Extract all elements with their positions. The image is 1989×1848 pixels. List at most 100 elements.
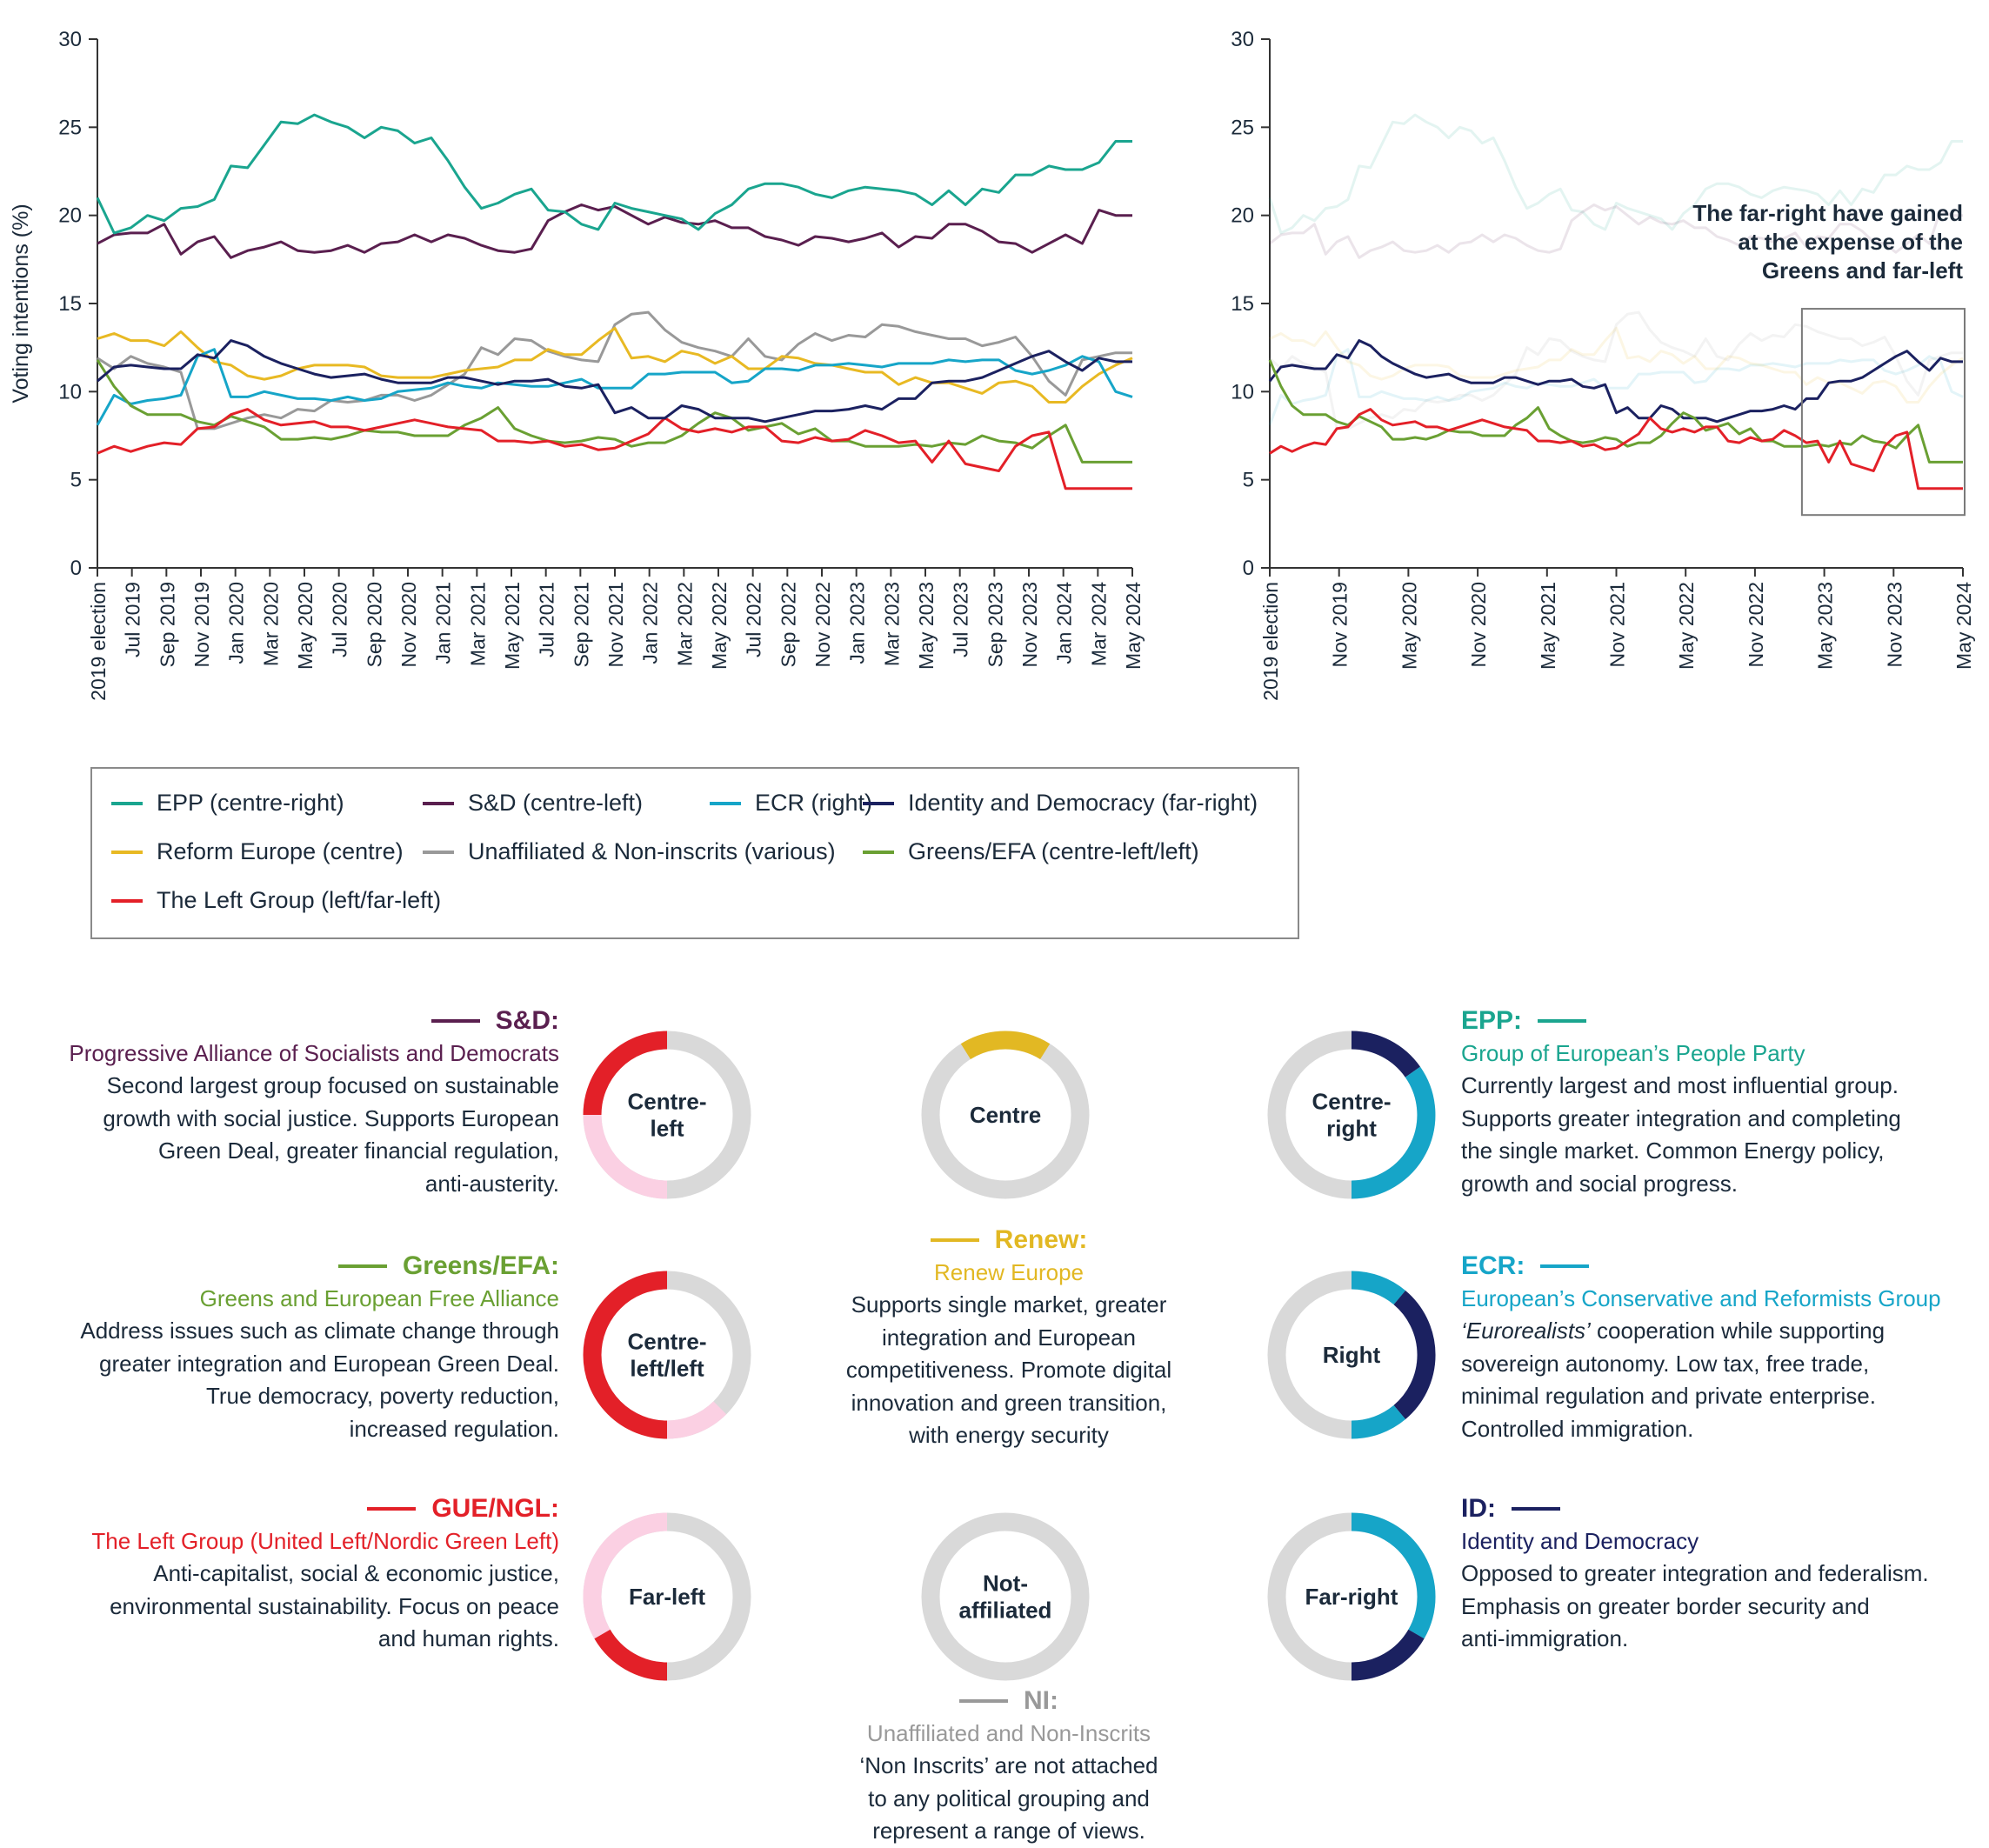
x-tick-label: Sep 2019 bbox=[156, 582, 178, 667]
legend-swatch bbox=[423, 801, 454, 805]
group-left: GUE/NGL: The Left Group (United Left/Nor… bbox=[0, 1492, 559, 1656]
group-name: European’s Conservative and Reformists G… bbox=[1461, 1284, 1941, 1311]
highlight-line-greens-efa-centre-left-left bbox=[1268, 359, 1963, 464]
y-tick-label: 10 bbox=[58, 380, 82, 404]
group-line bbox=[367, 1506, 417, 1511]
faded-line-epp-centre-right bbox=[1268, 113, 1963, 235]
group-desc-1: Supports single market, greater bbox=[851, 1291, 1167, 1318]
faded-line-s-d-centre-left bbox=[1269, 203, 1963, 259]
x-tick-label: Nov 2019 bbox=[1329, 582, 1352, 667]
y-tick-label: 0 bbox=[70, 557, 82, 580]
group-line bbox=[1538, 1018, 1587, 1023]
group-desc-italic: ‘Eurorealists’ bbox=[1461, 1318, 1591, 1344]
x-tick-label: Mar 2021 bbox=[466, 582, 489, 666]
y-tick-label: 20 bbox=[1231, 204, 1254, 228]
x-tick-label: May 2023 bbox=[915, 582, 938, 670]
legend-item-ni: Unaffiliated & Non-inscrits (various) bbox=[423, 838, 836, 865]
group-abbr: S&D: bbox=[495, 1006, 559, 1035]
group-abbr: Renew: bbox=[994, 1225, 1088, 1254]
ring-segment-far-left bbox=[594, 1629, 668, 1681]
group-abbr: Greens/EFA: bbox=[402, 1251, 559, 1280]
legend-swatch bbox=[423, 850, 454, 854]
y-axis-label: Voting intentions (%) bbox=[9, 203, 33, 403]
ring-segment-centre bbox=[960, 1031, 1051, 1060]
x-tick-label: Nov 2022 bbox=[811, 582, 834, 667]
series-line-epp-centre-right bbox=[96, 113, 1132, 235]
legend-label: EPP (centre-right) bbox=[157, 790, 344, 816]
group-desc-1: Address issues such as climate change th… bbox=[80, 1318, 559, 1344]
group-abbr: ECR: bbox=[1461, 1251, 1525, 1280]
y-tick-label: 15 bbox=[1231, 292, 1254, 316]
x-tick-label: Jan 2020 bbox=[225, 582, 248, 664]
x-tick-label: Jul 2019 bbox=[122, 582, 144, 657]
ring-segment-centre-left bbox=[583, 1031, 668, 1116]
group-line bbox=[1512, 1506, 1560, 1511]
chart-voting-intentions: 0 5 10 15 20 25 30 2019 election Jul 2019 Sep 201… bbox=[9, 28, 1145, 701]
group-desc-4: anti-austerity. bbox=[424, 1170, 559, 1197]
annotation-line: The far-right have gained bbox=[1692, 200, 1963, 226]
group-desc-3: anti-immigration. bbox=[1461, 1625, 1629, 1651]
x-tick-label: Jan 2021 bbox=[432, 582, 455, 664]
x-tick-label: May 2020 bbox=[294, 582, 317, 670]
group-greens: Greens/EFA: Greens and European Free All… bbox=[3, 1250, 559, 1445]
legend-swatch bbox=[111, 801, 143, 805]
group-name: Group of European’s People Party bbox=[1461, 1039, 1805, 1066]
group-desc-2: sovereign autonomy. Low tax, free trade, bbox=[1461, 1350, 1870, 1377]
annotation-line: Greens and far-left bbox=[1762, 257, 1964, 284]
group-name: The Left Group (United Left/Nordic Green… bbox=[91, 1527, 559, 1554]
group-ecr: ECR: European’s Conservative and Reformi… bbox=[1461, 1250, 1983, 1445]
legend-label: The Left Group (left/far-left) bbox=[157, 887, 442, 913]
group-desc-3: Green Deal, greater financial regulation… bbox=[157, 1137, 559, 1164]
group-epp: EPP: Group of European’s People Party Cu… bbox=[1461, 1004, 1983, 1200]
highlight-line-identity-and-democracy-far-right bbox=[1268, 339, 1963, 424]
y-tick-label: 5 bbox=[1243, 469, 1254, 492]
series-line-ecr-right bbox=[96, 348, 1133, 426]
ring-label-centre-left: Centre- bbox=[627, 1089, 706, 1115]
x-tick-label: May 2022 bbox=[708, 582, 731, 670]
y-tick-label: 20 bbox=[58, 204, 82, 228]
ring-segment-right bbox=[1351, 1404, 1406, 1439]
group-desc-3: minimal regulation and private enterpris… bbox=[1461, 1383, 1876, 1409]
group-desc-3: competitiveness. Promote digital bbox=[845, 1357, 1172, 1383]
x-tick-label: Nov 2021 bbox=[1606, 582, 1629, 667]
group-line bbox=[431, 1018, 480, 1023]
x-tick-label: May 2023 bbox=[1814, 582, 1837, 670]
series-line-s-d-centre-left bbox=[97, 203, 1132, 259]
group-desc-3: and human rights. bbox=[377, 1625, 559, 1651]
legend-item-greens: Greens/EFA (centre-left/left) bbox=[863, 838, 1199, 865]
x-tick-label: Sep 2020 bbox=[363, 582, 385, 667]
group-sd: S&D: Progressive Alliance of Socialists … bbox=[3, 1004, 559, 1200]
x-tick-label: Mar 2020 bbox=[259, 582, 282, 666]
group-ni: NI: Unaffiliated and Non-Inscrits ‘Non I… bbox=[791, 1685, 1226, 1848]
group-desc-2: to any political grouping and bbox=[868, 1785, 1150, 1811]
group-desc-3: the single market. Common Energy policy, bbox=[1461, 1137, 1885, 1164]
ring-label-centre-left-left: Centre- bbox=[627, 1329, 706, 1355]
ring-label-far-left: Far-left bbox=[629, 1584, 705, 1610]
x-tick-label: Nov 2020 bbox=[397, 582, 420, 667]
x-tick-label: Jul 2020 bbox=[329, 582, 351, 657]
y-tick-label: 25 bbox=[58, 116, 82, 139]
group-abbr: ID: bbox=[1461, 1494, 1496, 1523]
group-name: Identity and Democracy bbox=[1461, 1527, 1699, 1554]
x-tick-label: Jan 2023 bbox=[846, 582, 869, 664]
x-tick-label: Jul 2023 bbox=[950, 582, 972, 657]
y-tick-label: 0 bbox=[1243, 557, 1254, 580]
group-name: Progressive Alliance of Socialists and D… bbox=[69, 1039, 559, 1066]
series-line-the-left-group-left-far-left bbox=[97, 408, 1132, 490]
ring-segment-far-right bbox=[1351, 1629, 1425, 1681]
legend-swatch bbox=[863, 850, 894, 854]
group-line bbox=[1540, 1264, 1590, 1268]
group-desc-1: ‘Eurorealists’ cooperation while support… bbox=[1461, 1315, 1983, 1348]
group-desc-4: growth and social progress. bbox=[1461, 1170, 1738, 1197]
x-tick-label: Sep 2022 bbox=[777, 582, 799, 667]
y-tick-label: 10 bbox=[1231, 380, 1254, 404]
group-abbr: GUE/NGL: bbox=[431, 1494, 559, 1523]
x-tick-label: Sep 2021 bbox=[570, 582, 592, 667]
group-name: Greens and European Free Alliance bbox=[199, 1284, 559, 1311]
ring-label-not-affiliated: Not- bbox=[983, 1571, 1028, 1597]
ring-segment-centre-left-left bbox=[583, 1271, 668, 1439]
ring-segment-centre-left-left bbox=[666, 1401, 727, 1439]
ring-track-not-affiliated bbox=[921, 1512, 1090, 1681]
ring-segment-right bbox=[1393, 1291, 1436, 1419]
group-name: Unaffiliated and Non-Inscrits bbox=[866, 1719, 1151, 1746]
